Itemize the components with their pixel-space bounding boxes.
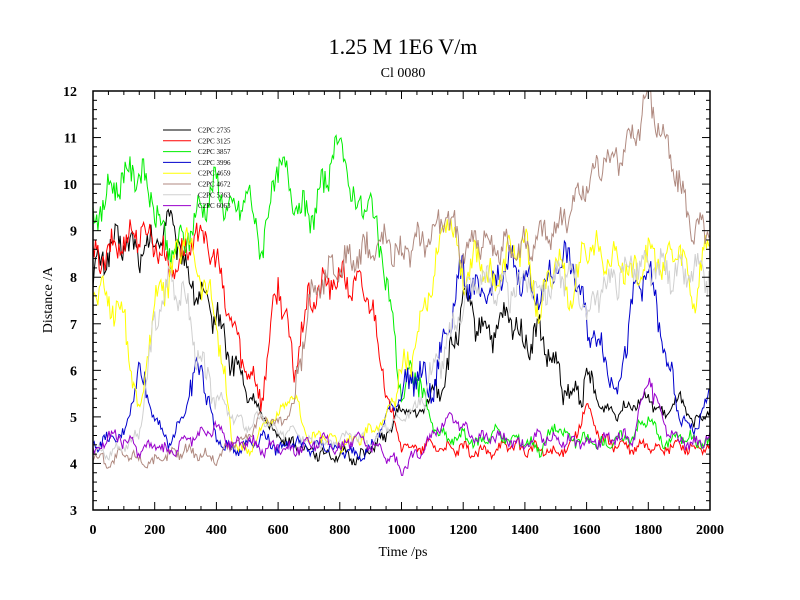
series-line-8 [92, 377, 711, 476]
y-tick-label: 4 [70, 457, 77, 472]
legend-label: C2PC 3857 [198, 148, 231, 156]
y-tick-label: 7 [70, 318, 77, 333]
x-axis-label: Time /ps [379, 545, 428, 560]
legend-label: C2PC 3125 [198, 137, 231, 145]
legend-label: C2PC 4659 [198, 170, 231, 178]
legend-label: C2PC 2735 [198, 127, 231, 135]
y-tick-label: 6 [70, 364, 77, 379]
y-tick-label: 11 [64, 132, 77, 147]
x-tick-label: 200 [144, 523, 165, 538]
x-tick-label: 800 [329, 523, 350, 538]
series-line-3 [92, 134, 711, 459]
legend: C2PC 2735 C2PC 3125 C2PC 3857 C2PC 3996 C2PC… [163, 127, 231, 210]
series-line-5 [92, 218, 711, 457]
chart-subtitle: Cl 0080 [381, 66, 426, 81]
y-axis-label: Distance /A [41, 266, 56, 333]
axis-ticks: 0 200 400 600 800 1000 1200 1400 1600 1800 2000 3 4 5… [63, 85, 724, 538]
y-tick-label: 10 [63, 178, 77, 193]
x-tick-label: 1600 [573, 523, 601, 538]
x-tick-label: 1200 [449, 523, 477, 538]
x-tick-label: 1800 [634, 523, 662, 538]
x-tick-label: 1000 [388, 523, 416, 538]
y-tick-label: 12 [63, 85, 77, 100]
series-line-1 [92, 208, 711, 466]
y-tick-label: 3 [70, 504, 77, 519]
series-layer [92, 90, 711, 476]
x-tick-label: 0 [90, 523, 97, 538]
series-line-6 [92, 90, 711, 469]
legend-label: C2PC 6063 [198, 202, 231, 210]
series-line-7 [92, 248, 711, 461]
legend-label: C2PC 5363 [198, 191, 231, 199]
x-tick-label: 2000 [696, 523, 724, 538]
legend-label: C2PC 3996 [198, 159, 231, 167]
legend-label: C2PC 4672 [198, 181, 231, 189]
y-tick-label: 8 [70, 271, 77, 286]
y-tick-label: 5 [70, 411, 77, 426]
x-tick-label: 1400 [511, 523, 539, 538]
series-line-4 [92, 239, 711, 463]
y-tick-label: 9 [70, 225, 77, 240]
x-tick-label: 400 [206, 523, 227, 538]
chart-title: 1.25 M 1E6 V/m [329, 34, 478, 59]
x-tick-label: 600 [268, 523, 289, 538]
